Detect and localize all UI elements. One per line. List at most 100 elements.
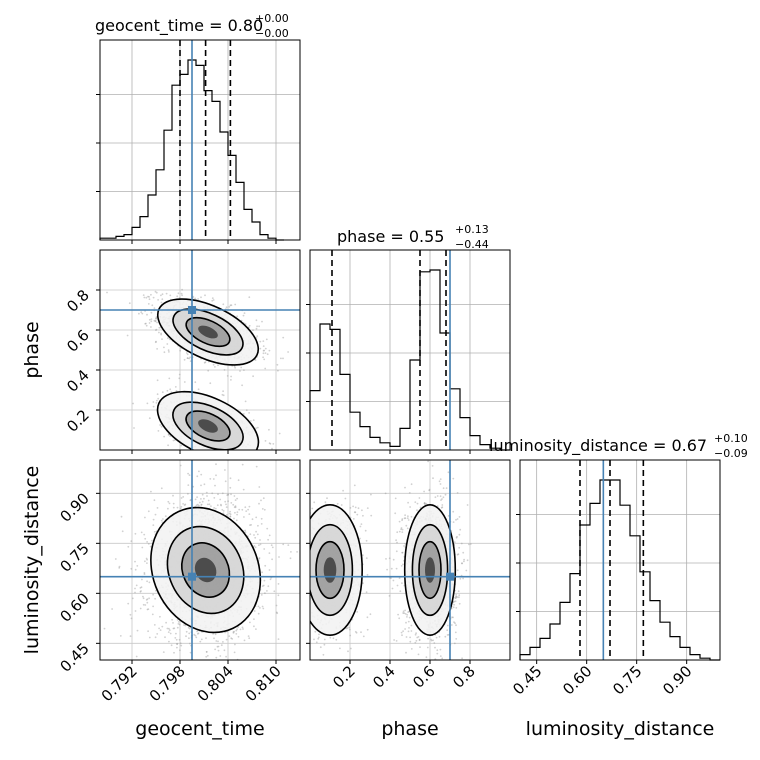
phase-vs-luminosity-distance-sample-point xyxy=(452,521,455,523)
geocent-time-vs-phase-sample-point xyxy=(277,369,279,372)
geocent-time-vs-luminosity-distance-sample-point xyxy=(289,557,292,560)
geocent-time-vs-luminosity-distance-sample-point xyxy=(142,603,145,606)
geocent-time-vs-luminosity-distance-sample-point xyxy=(200,498,202,500)
geocent-time-vs-phase-sample-point xyxy=(282,357,284,360)
geocent-time-vs-luminosity-distance-sample-point xyxy=(180,497,183,499)
phase-vs-luminosity-distance-sample-point xyxy=(458,516,461,518)
geocent-time-vs-luminosity-distance-sample-point xyxy=(145,557,148,560)
geocent-time-vs-phase-sample-point xyxy=(217,364,219,367)
geocent-time-vs-phase-sample-point xyxy=(177,292,180,295)
geocent-time-vs-luminosity-distance-sample-point xyxy=(257,524,259,527)
geocent-time-vs-luminosity-distance-sample-point xyxy=(164,515,167,517)
geocent-time-vs-luminosity-distance-sample-point xyxy=(167,507,169,510)
geocent-time-vs-luminosity-distance-sample-point xyxy=(225,638,228,641)
geocent-time-vs-phase-sample-point xyxy=(252,329,254,332)
geocent-time-vs-luminosity-distance-sample-point xyxy=(220,503,222,506)
geocent-time-vs-phase-sample-point xyxy=(225,306,228,309)
geocent-time-vs-luminosity-distance-sample-point xyxy=(184,503,187,506)
phase-vs-luminosity-distance-sample-point xyxy=(394,512,397,515)
geocent-time-vs-luminosity-distance-sample-point xyxy=(135,655,138,658)
geocent-time-vs-luminosity-distance-sample-point xyxy=(135,584,138,587)
geocent-time-vs-luminosity-distance-sample-point xyxy=(233,630,236,633)
geocent-time-vs-luminosity-distance-sample-point xyxy=(167,631,170,633)
geocent-time-vs-luminosity-distance-sample-point xyxy=(139,587,142,589)
geocent-time-vs-phase-sample-point xyxy=(152,401,155,403)
phase-vs-luminosity-distance-sample-point xyxy=(400,631,403,634)
geocent-time-vs-luminosity-distance-sample-point xyxy=(201,500,204,503)
geocent-time-vs-luminosity-distance-sample-point xyxy=(229,510,232,513)
phase-vs-luminosity-distance-sample-point xyxy=(444,493,447,496)
geocent-time-vs-phase-sample-point xyxy=(168,351,170,353)
phase-vs-luminosity-distance-sample-point xyxy=(455,596,458,598)
geocent-time-vs-phase-sample-point xyxy=(160,294,162,297)
phase-vs-luminosity-distance-sample-point xyxy=(404,542,407,545)
geocent-time-vs-luminosity-distance-sample-point xyxy=(179,642,182,645)
geocent-time-vs-luminosity-distance-sample-point xyxy=(147,543,150,545)
geocent-time-vs-luminosity-distance-sample-point xyxy=(268,569,271,571)
phase-vs-luminosity-distance-sample-point xyxy=(459,528,462,531)
phase-vs-luminosity-distance-sample-point xyxy=(394,497,397,500)
geocent-time-vs-phase-sample-point xyxy=(228,306,231,308)
geocent-time-vs-luminosity-distance-sample-point xyxy=(178,623,181,626)
phase-vs-luminosity-distance-sample-point xyxy=(458,596,460,599)
geocent-time-vs-luminosity-distance-sample-point xyxy=(277,594,280,597)
phase-vs-luminosity-distance-sample-point xyxy=(410,624,413,627)
geocent-time-vs-phase-sample-point xyxy=(214,366,216,368)
geocent-time-vs-luminosity-distance-sample-point xyxy=(206,654,209,657)
geocent-time-vs-phase-contour-1-1 xyxy=(172,401,244,450)
phase-vs-luminosity-distance-sample-point xyxy=(388,595,391,597)
geocent-time-vs-phase-sample-point xyxy=(259,347,262,350)
geocent-time-vs-phase-sample-point xyxy=(226,375,229,377)
geocent-time-vs-luminosity-distance-sample-point xyxy=(226,494,229,496)
phase-vs-luminosity-distance-sample-point xyxy=(458,594,461,597)
geocent-time-vs-phase-marks xyxy=(100,250,300,450)
geocent-time-vs-luminosity-distance-sample-point xyxy=(236,511,239,513)
geocent-time-vs-luminosity-distance-sample-point xyxy=(233,506,236,509)
geocent-time-vs-phase-sample-point xyxy=(155,328,158,331)
geocent-time-vs-phase-sample-point xyxy=(271,447,273,450)
geocent-time-vs-phase-sample-point xyxy=(157,430,160,432)
phase-vs-luminosity-distance-sample-point xyxy=(439,478,442,480)
geocent-time-vs-luminosity-distance-sample-point xyxy=(155,589,157,592)
geocent-time-vs-phase-sample-point xyxy=(150,320,153,323)
phase-vs-luminosity-distance-sample-point xyxy=(423,502,426,505)
geocent-time-vs-phase-sample-point xyxy=(230,375,233,378)
geocent-time-vs-phase-sample-point xyxy=(204,294,206,297)
geocent-time-vs-phase-sample-point xyxy=(150,318,153,320)
geocent-time-vs-luminosity-distance-sample-point xyxy=(241,626,244,629)
geocent-time-vs-phase-sample-point xyxy=(145,322,147,325)
geocent-time-vs-luminosity-distance-sample-point xyxy=(146,580,149,583)
geocent-time-vs-luminosity-distance-sample-point xyxy=(156,507,159,509)
phase-vs-luminosity-distance-sample-point xyxy=(404,486,406,489)
geocent-time-vs-luminosity-distance-sample-point xyxy=(261,585,264,587)
geocent-time-vs-luminosity-distance-sample-point xyxy=(145,599,148,601)
geocent-time-vs-luminosity-distance-sample-point xyxy=(217,645,220,648)
geocent-time-vs-luminosity-distance-sample-point xyxy=(176,506,179,509)
geocent-time-vs-luminosity-distance-sample-point xyxy=(176,642,179,645)
geocent-time-vs-luminosity-distance-sample-point xyxy=(197,632,200,635)
phase-vs-luminosity-distance-marks xyxy=(310,460,510,660)
geocent-time-vs-phase-sample-point xyxy=(239,370,241,372)
geocent-time-vs-luminosity-distance-sample-point xyxy=(168,502,171,505)
title-phase-value: 0.55 xyxy=(409,227,445,246)
geocent-time-vs-phase-sample-point xyxy=(154,319,157,322)
phase-vs-luminosity-distance-sample-point xyxy=(458,533,461,536)
geocent-time-vs-phase-sample-point xyxy=(155,340,157,343)
geocent-time-vs-phase-sample-point xyxy=(156,393,159,396)
geocent-time-vs-luminosity-distance-sample-point xyxy=(232,503,235,506)
geocent-time-vs-phase-truth-marker xyxy=(188,306,196,314)
geocent-time-vs-luminosity-distance-sample-point xyxy=(205,655,208,658)
geocent-time-vs-luminosity-distance-sample-point xyxy=(234,499,237,501)
geocent-time-vs-luminosity-distance-sample-point xyxy=(214,633,217,636)
geocent-time-vs-luminosity-distance-sample-point xyxy=(215,474,217,477)
geocent-time-vs-phase-sample-point xyxy=(262,349,265,352)
geocent-time-vs-phase-sample-point xyxy=(264,367,267,370)
geocent-time-vs-luminosity-distance-sample-point xyxy=(232,632,235,634)
geocent-time-vs-luminosity-distance-sample-point xyxy=(140,590,142,592)
geocent-time-vs-luminosity-distance-sample-point xyxy=(146,608,149,611)
geocent-time-vs-luminosity-distance-sample-point xyxy=(120,515,123,518)
geocent-time-vs-luminosity-distance-sample-point xyxy=(258,486,261,488)
geocent-time-vs-luminosity-distance-sample-point xyxy=(244,506,247,509)
geocent-time-vs-luminosity-distance-sample-point xyxy=(139,607,142,610)
geocent-time-vs-luminosity-distance-sample-point xyxy=(255,530,257,533)
